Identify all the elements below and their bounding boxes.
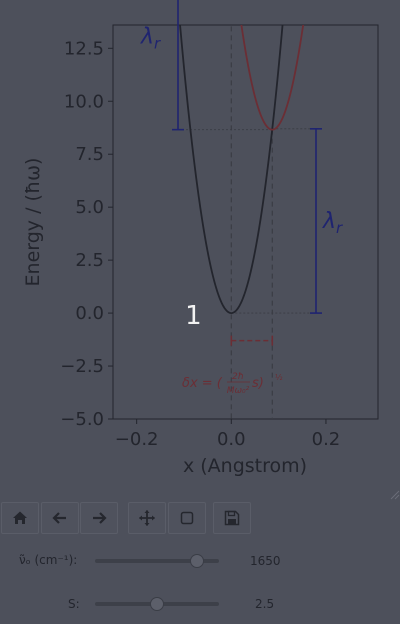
y-axis-ticks: −5.0 −2.5 0.0 2.5 5.0 7.5 10.0 12.5 <box>60 38 113 430</box>
displacement-formula: δx = ( <box>182 376 223 391</box>
forward-arrow-icon <box>93 512 107 524</box>
frequency-value: 1650 <box>250 554 281 568</box>
x-tick-label: −0.2 <box>115 429 159 450</box>
save-icon <box>224 510 240 526</box>
x-tick-label: 0.2 <box>312 429 341 450</box>
plot-axes-frame <box>112 24 379 420</box>
annotations: λr λr 1 δx = ( 2ħ Mω₀² s) ½ <box>140 0 343 396</box>
zoom-rect-icon <box>180 511 194 525</box>
lambda-subscript: r <box>154 35 161 53</box>
s-label: S: <box>68 597 80 611</box>
y-tick-label: −5.0 <box>60 409 104 430</box>
home-button[interactable] <box>1 502 39 534</box>
y-tick-label: 12.5 <box>64 38 104 59</box>
zoom-rect-button[interactable] <box>168 502 206 534</box>
formula-exponent: ½ <box>275 373 283 382</box>
back-arrow-icon <box>52 512 66 524</box>
navigation-toolbar <box>0 501 400 537</box>
frequency-slider-thumb[interactable] <box>190 554 205 568</box>
lambda-top-bracket <box>172 0 184 131</box>
guide-lines <box>178 25 316 419</box>
back-button[interactable] <box>41 502 79 534</box>
formula-numerator: 2ħ <box>232 372 244 382</box>
excited-state-curve <box>240 25 305 131</box>
y-tick-label: 0.0 <box>75 303 104 324</box>
frequency-slider[interactable] <box>95 559 219 563</box>
y-tick-label: 2.5 <box>75 250 104 271</box>
forward-button[interactable] <box>80 502 118 534</box>
x-tick-label: 0.0 <box>217 429 246 450</box>
pan-button[interactable] <box>128 502 166 534</box>
formula-tail: s) <box>252 376 264 391</box>
y-tick-label: 5.0 <box>75 197 104 218</box>
lambda-subscript: r <box>336 219 343 237</box>
y-tick-label: 10.0 <box>64 91 104 112</box>
lambda-bottom-label: λr <box>322 209 343 237</box>
home-icon <box>13 511 27 524</box>
energy-plot: −0.2 0.0 0.2 −5.0−2.50.02.55.07.510.012.5 … <box>22 0 379 477</box>
x-axis-label: x (Angstrom) <box>183 455 307 477</box>
ground-state-curve <box>179 25 284 314</box>
frequency-label: ν̃ₒ (cm⁻¹): <box>19 553 78 567</box>
formula-denominator: Mω₀² <box>227 386 250 396</box>
save-button[interactable] <box>213 502 251 534</box>
s-slider-thumb[interactable] <box>150 597 164 611</box>
state-marker: 1 <box>185 301 202 331</box>
lambda-bottom-bracket <box>310 128 322 314</box>
pan-icon <box>139 510 155 526</box>
y-tick-label: −2.5 <box>60 356 104 377</box>
x-axis-ticks: −0.2 0.0 0.2 <box>115 419 340 450</box>
y-tick-label: 7.5 <box>75 144 104 165</box>
s-value: 2.5 <box>255 597 275 611</box>
lambda-top-label: λr <box>140 25 161 53</box>
potential-curves <box>179 25 305 314</box>
y-axis-label: Energy / (ħω) <box>22 158 44 287</box>
resize-grip-icon[interactable] <box>388 488 400 500</box>
